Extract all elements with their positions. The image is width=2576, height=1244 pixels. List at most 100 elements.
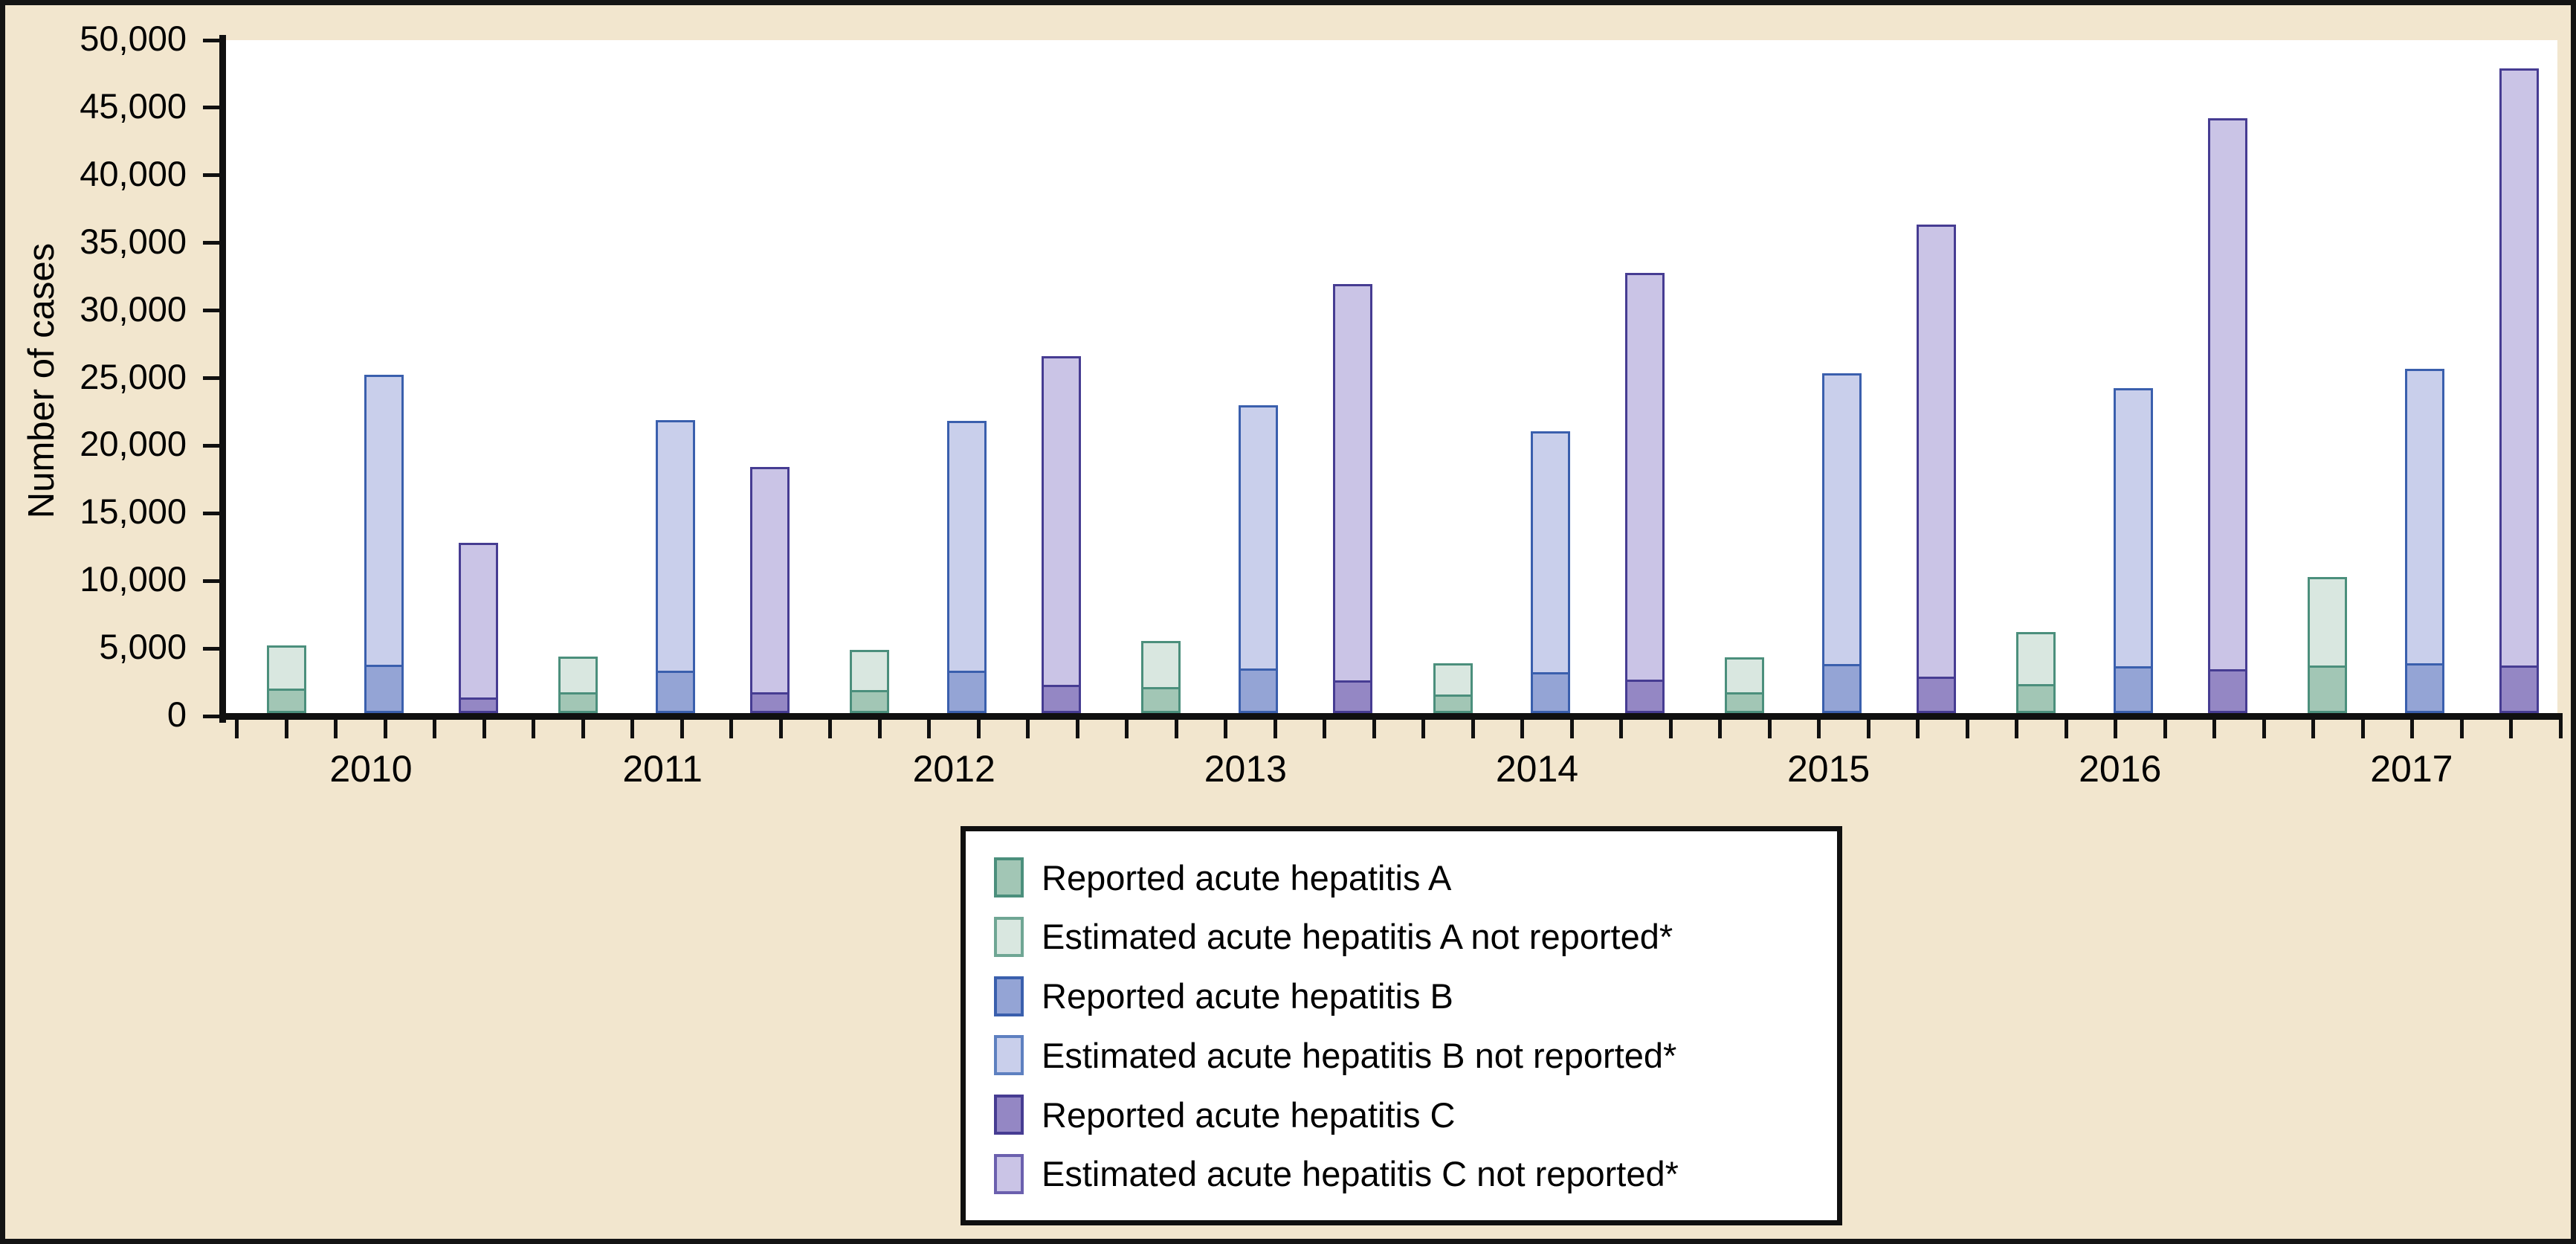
- legend-swatch-icon: [994, 916, 1024, 957]
- x-axis-line: [219, 713, 2563, 720]
- y-axis-line: [219, 35, 226, 723]
- hepatitis-B-estimated-not-reported-segment: [1241, 407, 1276, 668]
- hepatitis-C-bar-2015: [1916, 225, 1956, 713]
- y-tick: [203, 38, 220, 42]
- x-tick: [1125, 720, 1129, 738]
- legend-swatch-icon: [994, 1153, 1024, 1194]
- legend-item-label: Estimated acute hepatitis A not reported…: [1042, 917, 1673, 957]
- x-tick: [927, 720, 931, 738]
- x-tick: [2262, 720, 2266, 738]
- x-tick: [2459, 720, 2464, 738]
- bar-group-2011: [517, 40, 808, 713]
- legend-swatch-icon: [994, 976, 1024, 1016]
- x-tick: [2015, 720, 2018, 738]
- x-tick: [2163, 720, 2167, 738]
- x-tick: [1471, 720, 1475, 738]
- hepatitis-B-estimated-not-reported-segment: [2115, 390, 2151, 666]
- year-label-2011: 2011: [622, 748, 703, 790]
- y-tick: [203, 646, 220, 651]
- hepatitis-C-reported-segment: [461, 697, 496, 711]
- hepatitis-C-reported-segment: [2501, 665, 2537, 711]
- y-tick-label: 30,000: [80, 289, 187, 329]
- hepatitis-A-estimated-not-reported-segment: [1143, 643, 1179, 687]
- y-tick: [203, 511, 220, 515]
- bar-group-2012: [808, 40, 1100, 713]
- hepatitis-C-bar-2010: [459, 543, 498, 713]
- y-tick-label: 40,000: [80, 153, 187, 193]
- hepatitis-C-estimated-not-reported-segment: [1044, 358, 1079, 686]
- y-tick: [203, 173, 220, 178]
- hepatitis-C-bar-2016: [2207, 118, 2247, 713]
- hepatitis-A-estimated-not-reported-segment: [561, 659, 596, 692]
- x-tick: [1372, 720, 1376, 738]
- hepatitis-B-estimated-not-reported-segment: [1824, 376, 1859, 665]
- x-tick: [482, 720, 486, 738]
- hepatitis-C-bar-2012: [1042, 356, 1082, 713]
- legend-item: Estimated acute hepatitis B not reported…: [994, 1035, 1837, 1076]
- y-tick-label: 45,000: [80, 86, 187, 126]
- x-tick: [284, 720, 288, 738]
- hepatitis-C-estimated-not-reported-segment: [1918, 227, 1954, 677]
- year-label-2013: 2013: [1204, 748, 1287, 790]
- hepatitis-C-reported-segment: [1918, 676, 1954, 711]
- x-tick: [433, 720, 436, 738]
- hepatitis-A-reported-segment: [1435, 694, 1471, 711]
- x-tick: [1421, 720, 1425, 738]
- y-tick: [203, 309, 220, 313]
- x-tick: [1273, 720, 1277, 738]
- hepatitis-A-reported-segment: [852, 689, 888, 711]
- y-tick-label: 5,000: [99, 627, 187, 667]
- x-tick: [1224, 720, 1227, 738]
- hepatitis-A-estimated-not-reported-segment: [269, 648, 304, 689]
- hepatitis-A-bar-2010: [267, 645, 306, 713]
- hepatitis-B-estimated-not-reported-segment: [658, 422, 694, 671]
- hepatitis-A-reported-segment: [1726, 692, 1762, 711]
- x-tick: [1569, 720, 1574, 738]
- y-tick: [203, 241, 220, 245]
- x-tick: [1668, 720, 1673, 738]
- hepatitis-C-reported-segment: [2209, 668, 2245, 711]
- x-tick: [778, 720, 783, 738]
- hepatitis-A-estimated-not-reported-segment: [2018, 634, 2053, 684]
- x-tick: [581, 720, 585, 738]
- hepatitis-B-bar-2016: [2113, 388, 2153, 713]
- year-label-2016: 2016: [2079, 748, 2162, 790]
- hepatitis-A-reported-segment: [561, 692, 596, 711]
- hepatitis-C-bar-2014: [1624, 273, 1665, 713]
- hepatitis-B-reported-segment: [2115, 665, 2151, 711]
- bar-group-2013: [1100, 40, 1391, 713]
- x-tick: [1174, 720, 1178, 738]
- plot-background: [225, 40, 2557, 713]
- hepatitis-B-reported-segment: [1532, 671, 1568, 711]
- hepatitis-B-bar-2011: [656, 420, 696, 713]
- hepatitis-B-reported-segment: [658, 670, 694, 711]
- hepatitis-B-estimated-not-reported-segment: [949, 423, 985, 671]
- legend-item: Reported acute hepatitis A: [994, 857, 1837, 898]
- y-tick: [203, 714, 220, 718]
- bar-group-2010: [225, 40, 517, 713]
- hepatitis-A-bar-2011: [558, 657, 598, 713]
- hepatitis-A-reported-segment: [1143, 686, 1179, 711]
- x-tick: [976, 720, 981, 738]
- hepatitis-A-estimated-not-reported-segment: [1435, 665, 1471, 694]
- year-label-2012: 2012: [912, 748, 995, 790]
- hepatitis-A-bar-2016: [2015, 632, 2056, 713]
- legend-item-label: Estimated acute hepatitis C not reported…: [1042, 1154, 1679, 1194]
- x-tick: [235, 720, 239, 738]
- bar-group-2015: [1683, 40, 1975, 713]
- hepatitis-C-reported-segment: [1335, 680, 1371, 711]
- x-tick: [2410, 720, 2414, 738]
- hepatitis-C-estimated-not-reported-segment: [2501, 71, 2537, 666]
- x-tick: [532, 720, 535, 738]
- y-tick-label: 0: [167, 694, 187, 734]
- hepatitis-C-estimated-not-reported-segment: [1627, 275, 1662, 680]
- y-tick-label: 25,000: [80, 356, 187, 396]
- y-tick: [203, 443, 220, 448]
- hepatitis-B-bar-2015: [1821, 373, 1862, 713]
- x-tick: [679, 720, 684, 738]
- year-label-2010: 2010: [329, 748, 413, 790]
- x-tick: [1520, 720, 1524, 738]
- hepatitis-A-reported-segment: [269, 688, 304, 711]
- x-tick: [1026, 720, 1030, 738]
- x-tick: [1323, 720, 1326, 738]
